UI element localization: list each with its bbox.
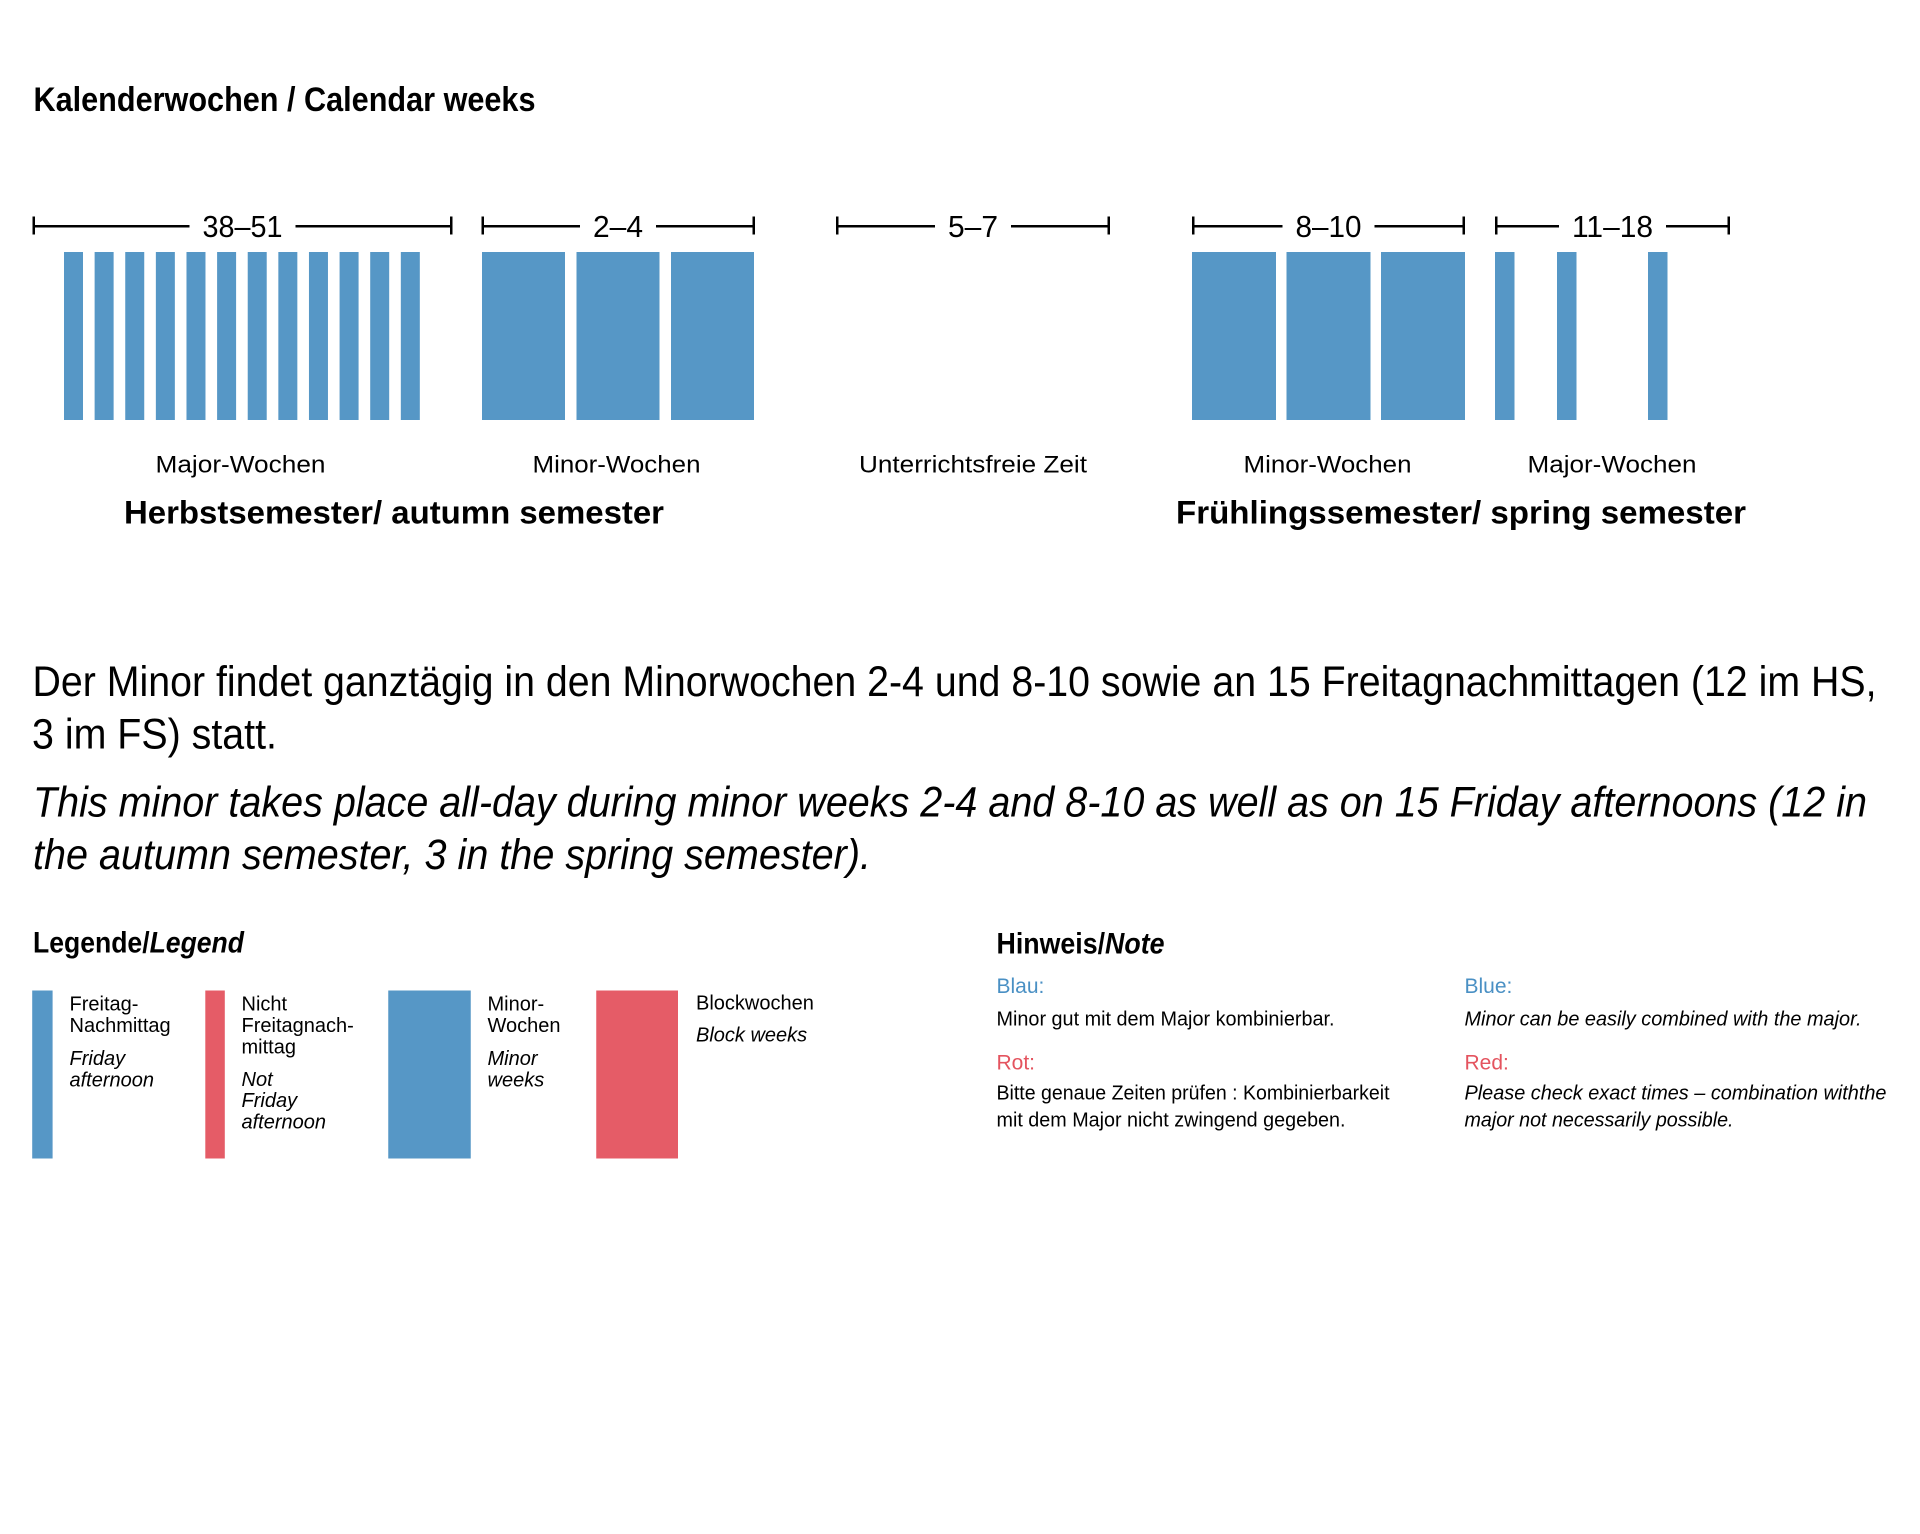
svg-text:8–10: 8–10	[1296, 209, 1362, 244]
svg-text:Nachmittag: Nachmittag	[70, 1015, 171, 1037]
svg-text:Minor-Wochen: Minor-Wochen	[533, 452, 701, 479]
svg-text:afternoon: afternoon	[70, 1070, 155, 1092]
svg-text:Nicht: Nicht	[242, 993, 288, 1015]
svg-text:Freitagnach-: Freitagnach-	[242, 1015, 354, 1037]
svg-text:2–4: 2–4	[593, 209, 643, 244]
svg-text:afternoon: afternoon	[242, 1111, 327, 1133]
svg-text:Friday: Friday	[242, 1090, 299, 1112]
svg-text:Major-Wochen: Major-Wochen	[156, 452, 326, 479]
svg-text:Bitte genaue Zeiten prüfen : K: Bitte genaue Zeiten prüfen : Kombinierba…	[997, 1083, 1390, 1105]
svg-text:Unterrichtsfreie Zeit: Unterrichtsfreie Zeit	[859, 452, 1087, 479]
svg-text:Not: Not	[242, 1069, 275, 1091]
svg-text:Please check exact times – com: Please check exact times – combination w…	[1465, 1083, 1887, 1105]
svg-text:Frühlingssemester/ spring seme: Frühlingssemester/ spring semester	[1176, 495, 1746, 531]
svg-text:Blau:: Blau:	[997, 975, 1045, 998]
svg-text:Herbstsemester/ autumn semeste: Herbstsemester/ autumn semester	[124, 495, 664, 531]
svg-text:weeks: weeks	[488, 1070, 545, 1092]
svg-text:38–51: 38–51	[203, 209, 283, 244]
svg-text:mittag: mittag	[242, 1036, 296, 1058]
svg-text:Friday: Friday	[70, 1048, 127, 1070]
svg-text:Der Minor findet ganztägig in: Der Minor findet ganztägig in den Minorw…	[33, 658, 1877, 706]
svg-text:11–18: 11–18	[1572, 209, 1653, 244]
svg-text:Kalenderwochen / Calendar week: Kalenderwochen / Calendar weeks	[34, 81, 536, 119]
svg-text:Major-Wochen: Major-Wochen	[1528, 452, 1697, 479]
svg-text:Rot:: Rot:	[997, 1051, 1036, 1074]
svg-text:5–7: 5–7	[948, 209, 998, 244]
svg-text:Blue:: Blue:	[1465, 975, 1513, 998]
svg-text:Freitag-: Freitag-	[70, 994, 139, 1016]
svg-text:3 im FS) statt.: 3 im FS) statt.	[32, 711, 277, 759]
svg-text:Block weeks: Block weeks	[696, 1024, 807, 1046]
svg-text:Legende/Legend: Legende/Legend	[33, 927, 245, 960]
svg-text:Minor gut mit dem Major kombin: Minor gut mit dem Major kombinierbar.	[997, 1009, 1335, 1031]
svg-text:Red:: Red:	[1465, 1051, 1509, 1074]
svg-text:Minor-Wochen: Minor-Wochen	[1244, 452, 1412, 479]
svg-text:Minor-: Minor-	[488, 994, 545, 1016]
svg-text:major not necessarily possible: major not necessarily possible.	[1465, 1110, 1734, 1132]
svg-text:Minor: Minor	[488, 1048, 539, 1070]
svg-text:the autumn semester, 3 in the: the autumn semester, 3 in the spring sem…	[33, 831, 871, 879]
svg-text:Wochen: Wochen	[488, 1015, 561, 1037]
svg-text:Minor can be easily combined w: Minor can be easily combined with the ma…	[1465, 1009, 1862, 1031]
svg-text:Blockwochen: Blockwochen	[696, 992, 814, 1014]
svg-text:Hinweis/Note: Hinweis/Note	[997, 928, 1165, 961]
svg-text:This minor takes place all-day: This minor takes place all-day during mi…	[33, 779, 1867, 827]
svg-text:mit dem Major nicht zwingend g: mit dem Major nicht zwingend gegeben.	[997, 1110, 1346, 1132]
